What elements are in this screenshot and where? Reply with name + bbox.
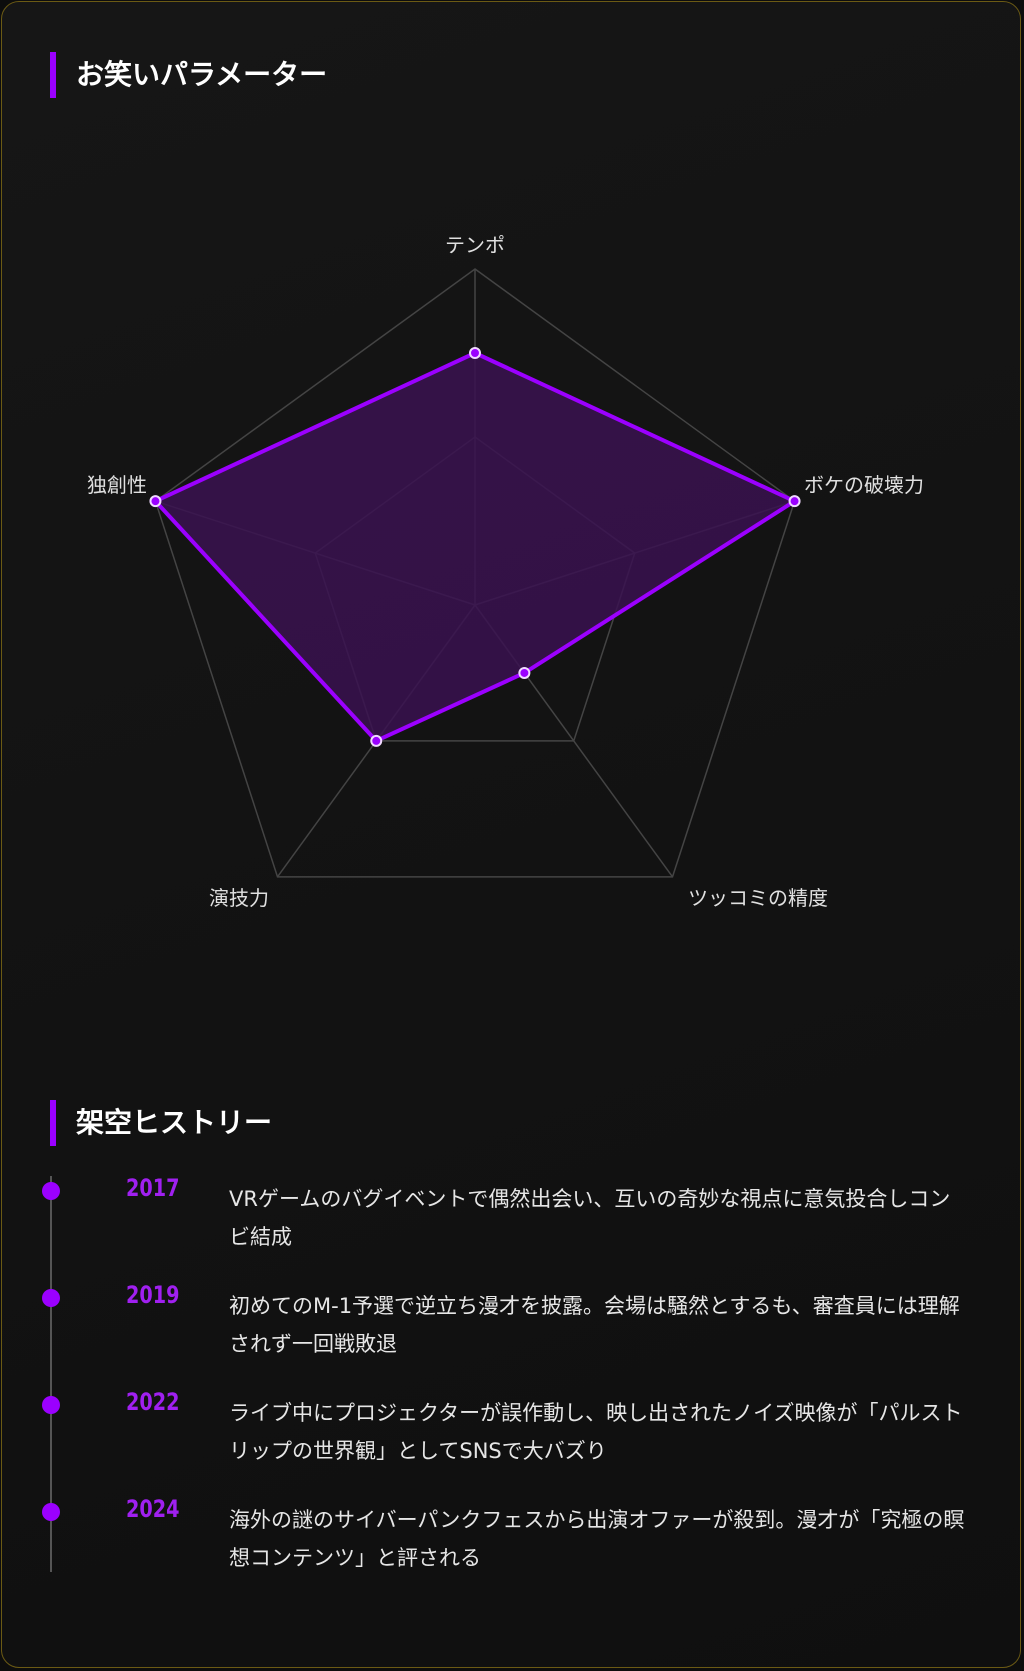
radar-data-point bbox=[370, 734, 383, 747]
radar-series-area bbox=[153, 351, 797, 743]
radar-axis-label: テンポ bbox=[445, 233, 505, 257]
radar-grid-ring bbox=[154, 268, 796, 878]
radar-axis-label: ボケの破壊力 bbox=[804, 473, 924, 497]
timeline-text: ライブ中にプロジェクターが誤作動し、映し出されたノイズ映像が「パルストリップの世… bbox=[229, 1401, 963, 1463]
timeline-text: VRゲームのバグイベントで偶然出会い、互いの奇妙な視点に意気投合しコンビ結成 bbox=[229, 1187, 951, 1249]
timeline-text: 海外の謎のサイバーパンクフェスから出演オファーが殺到。漫才が「究極の瞑想コンテン… bbox=[229, 1508, 965, 1570]
history-section-title: 架空ヒストリー bbox=[50, 1100, 272, 1146]
radar-data-point bbox=[469, 347, 481, 359]
timeline-year: 2019 bbox=[126, 1281, 180, 1309]
timeline-line bbox=[50, 1176, 52, 1572]
radar-axis-label: 独創性 bbox=[87, 473, 147, 497]
timeline-dot bbox=[42, 1289, 60, 1307]
timeline-dot bbox=[42, 1182, 60, 1200]
timeline-year: 2022 bbox=[126, 1388, 180, 1416]
timeline-text: 初めてのM-1予選で逆立ち漫才を披露。会場は騒然とするも、審査員には理解されず一… bbox=[229, 1294, 960, 1356]
timeline-year: 2024 bbox=[126, 1495, 180, 1523]
radar-data-point bbox=[788, 495, 801, 508]
radar-data-point bbox=[149, 495, 162, 508]
radar-data-point bbox=[518, 666, 531, 679]
timeline-year: 2017 bbox=[126, 1174, 180, 1202]
radar-axis-label: ツッコミの精度 bbox=[688, 886, 828, 910]
params-section-title: お笑いパラメーター bbox=[50, 52, 327, 98]
timeline-dot bbox=[42, 1503, 60, 1521]
radar-axis-label: 演技力 bbox=[209, 886, 269, 910]
timeline-dot bbox=[42, 1396, 60, 1414]
